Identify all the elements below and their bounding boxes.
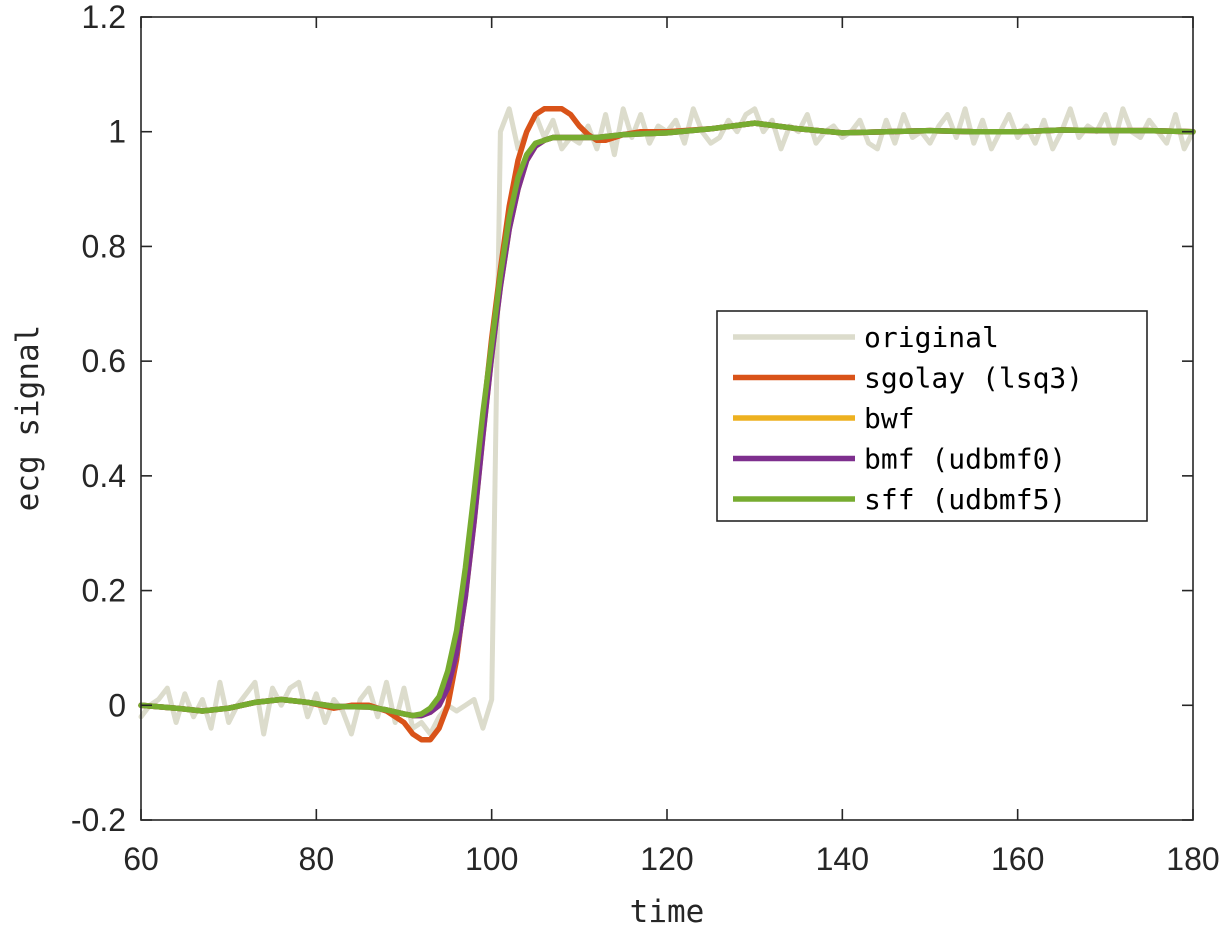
y-tick-label: -0.2 <box>71 802 126 838</box>
y-tick-label: 0 <box>108 687 126 723</box>
x-tick-label: 80 <box>299 841 335 877</box>
x-tick-label: 180 <box>1166 841 1219 877</box>
series-layer <box>138 106 1196 743</box>
legend-label: sff (udbmf5) <box>864 483 1066 516</box>
x-axis-label: time <box>630 894 705 930</box>
legend-label: sgolay (lsq3) <box>864 362 1083 395</box>
y-tick-label: 0.8 <box>82 228 126 264</box>
tick-layer: 60 80 100 120 140 160 180 -0.2 0 0.2 0.4 0.6 0.8 1 1.2 <box>71 0 1220 877</box>
legend-label: original <box>864 321 999 354</box>
y-tick-label: 0.6 <box>82 343 126 379</box>
y-tick-label: 1.2 <box>82 0 126 35</box>
y-tick-label: 0.4 <box>82 458 126 494</box>
x-tick-label: 100 <box>465 841 518 877</box>
series-line-sff-udbmf5 <box>138 120 1196 719</box>
legend-label: bwf <box>864 402 915 435</box>
x-tick-label: 160 <box>991 841 1044 877</box>
legend-label: bmf (udbmf0) <box>864 443 1066 476</box>
x-tick-label: 120 <box>640 841 693 877</box>
y-tick-label: 1 <box>108 114 126 150</box>
x-tick-label: 60 <box>123 841 159 877</box>
y-tick-label: 0.2 <box>82 573 126 609</box>
x-tick-label: 140 <box>816 841 869 877</box>
legend: original sgolay (lsq3) bwf bmf (udbmf0) sff … <box>716 310 1148 522</box>
y-axis-label: ecg signal <box>10 325 46 512</box>
